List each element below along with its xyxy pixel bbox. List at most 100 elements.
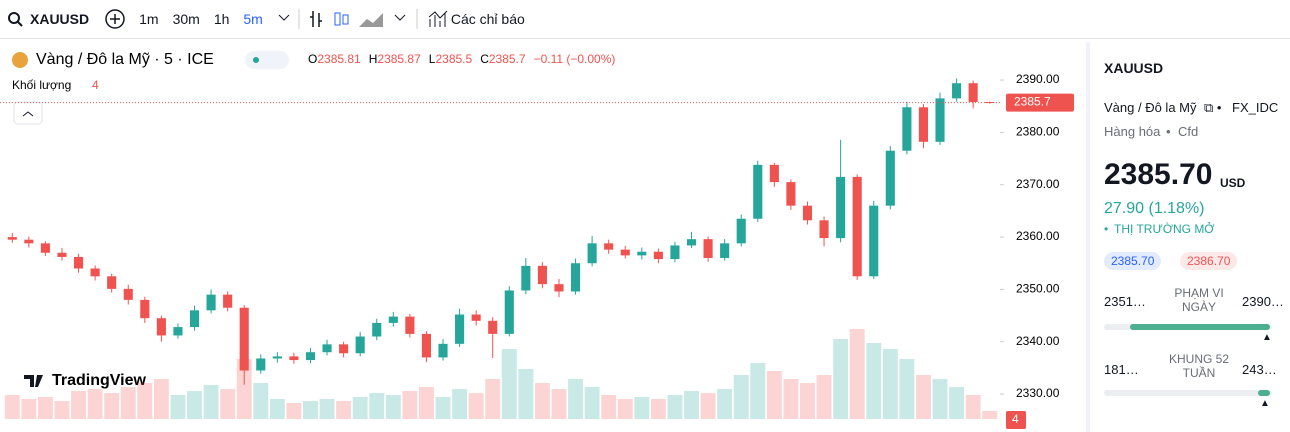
candle-body — [107, 276, 117, 289]
candle-body — [355, 336, 365, 354]
volume-bar — [800, 383, 815, 419]
y-tick-label: 2330.00 — [1016, 386, 1060, 400]
side-name: Vàng / Đô la Mỹ — [1104, 100, 1197, 115]
day-high: 2390… — [1242, 294, 1284, 309]
candle-body — [289, 356, 299, 361]
ohlc-value: 2385.5 — [435, 52, 472, 66]
volume-bar — [170, 395, 186, 419]
watermark-logo — [24, 375, 43, 387]
interval[interactable]: 5m — [243, 11, 263, 27]
status-pill — [245, 51, 289, 69]
volume-bar — [915, 375, 931, 419]
volume-bar — [551, 389, 567, 419]
candle-body — [57, 252, 67, 257]
volume-bar — [236, 359, 252, 419]
volume-bar — [71, 391, 87, 419]
volume-bar — [634, 397, 650, 419]
candle-body — [753, 164, 763, 219]
indicators-icon — [428, 10, 448, 27]
volume-bar — [849, 329, 865, 419]
candle-body — [7, 237, 17, 240]
candle-body — [554, 284, 564, 292]
volume-bar — [120, 387, 136, 419]
volume-bar — [501, 349, 517, 419]
toolbar: XAUUSD 1m 30m 1h 5m Các chỉ báo — [0, 0, 1290, 39]
volume-bar — [452, 389, 468, 419]
candle-body — [587, 243, 597, 264]
search-icon — [8, 12, 23, 27]
candle-body — [388, 316, 398, 323]
candle-body — [504, 290, 514, 334]
candle-body — [968, 83, 978, 102]
candle-body — [720, 243, 730, 258]
volume-bar — [750, 363, 766, 419]
collapse-button[interactable] — [13, 101, 43, 125]
symbol[interactable]: XAUUSD — [30, 11, 90, 27]
candle-body — [471, 314, 481, 321]
candle-body — [40, 243, 50, 253]
volume-bar — [21, 399, 37, 419]
last-price-box — [1006, 93, 1074, 112]
volume-label: Khối lượng — [12, 78, 71, 92]
candle-body — [570, 263, 581, 292]
candle-body — [935, 98, 945, 142]
candle-body — [73, 256, 84, 269]
chart-type-icons[interactable] — [277, 7, 427, 31]
day-range-fill — [1130, 324, 1270, 330]
candle-body — [620, 249, 630, 256]
volume-bar — [816, 375, 832, 419]
candle-body — [637, 251, 647, 256]
ohlc-value: 2385.87 — [377, 52, 421, 66]
candle-body — [918, 107, 929, 142]
candle-body — [156, 318, 166, 336]
volume-bar — [568, 379, 584, 419]
volume-bar — [717, 389, 733, 419]
volume-bar — [899, 359, 915, 419]
volume-bar — [104, 393, 120, 419]
ohlc-value: 2385.7 — [489, 52, 526, 66]
side-change: 27.90 (1.18%) — [1104, 200, 1205, 217]
volume-bar — [833, 339, 849, 419]
candle-body — [438, 343, 448, 358]
volume-bar — [783, 379, 799, 419]
ohlc-label: L — [429, 52, 436, 66]
volume-bar — [766, 371, 782, 419]
volume-bar — [385, 395, 401, 419]
watermark: TradingView — [52, 372, 147, 389]
indicators-button[interactable]: Các chỉ báo — [450, 11, 525, 27]
week-range-fill — [1258, 390, 1270, 396]
side-status-dot: • — [1104, 222, 1109, 236]
candle-body — [670, 245, 680, 260]
volume-bar — [617, 399, 633, 419]
volume-bar — [468, 393, 484, 419]
volume-bar — [303, 401, 318, 419]
add-icon[interactable] — [103, 7, 139, 31]
interval[interactable]: 1m — [139, 11, 159, 27]
volume-bar — [534, 383, 550, 419]
candle-body — [902, 107, 912, 151]
status-dot — [253, 57, 259, 63]
volume-bar — [435, 397, 451, 419]
side-symbol: XAUUSD — [1104, 60, 1164, 76]
interval[interactable]: 1h — [213, 11, 230, 27]
y-tick-label: 2340.00 — [1016, 334, 1060, 348]
side-subcategory: Cfd — [1178, 124, 1199, 139]
volume-bar — [253, 383, 269, 419]
volume-bar — [369, 393, 385, 419]
interval[interactable]: 30m — [172, 11, 200, 27]
collapse-icon — [22, 111, 34, 117]
side-exchange-sep: ⧉ • — [1204, 100, 1222, 115]
volume-bar — [733, 375, 749, 419]
candle-body — [256, 358, 266, 371]
week-low: 181… — [1104, 362, 1139, 377]
candle-body — [455, 314, 465, 344]
watermark-bg — [16, 366, 158, 396]
volume-bar — [220, 389, 236, 419]
volume-bar — [684, 391, 699, 419]
candle-body — [653, 251, 663, 260]
side-category: Hàng hóa — [1104, 124, 1161, 139]
side-ask: 2386.70 — [1180, 252, 1238, 270]
volume-bar — [700, 393, 716, 419]
candle-body — [985, 101, 995, 103]
volume-value: 4 — [92, 78, 99, 92]
